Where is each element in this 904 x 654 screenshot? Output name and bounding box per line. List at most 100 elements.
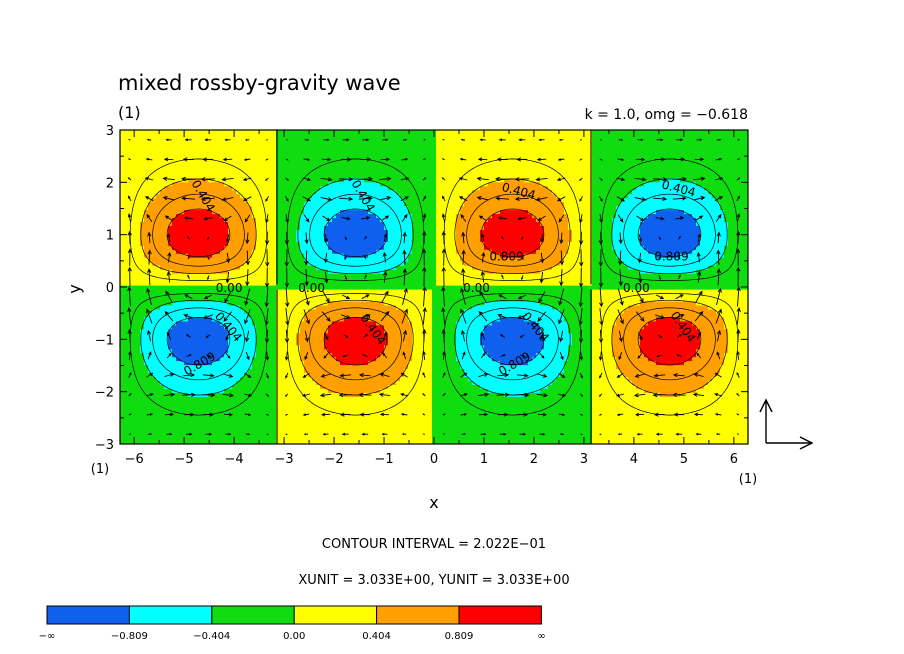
contour-cell	[648, 364, 653, 370]
contour-cell	[148, 332, 153, 338]
contour-cell	[120, 352, 125, 358]
contour-cell	[356, 380, 361, 385]
contour-cell	[280, 332, 285, 338]
contour-cell	[172, 384, 177, 389]
contour-cell	[680, 436, 685, 441]
contour-cell	[448, 340, 453, 346]
contour-cell	[516, 380, 521, 385]
contour-cell	[732, 324, 737, 330]
contour-cell	[520, 328, 525, 334]
contour-cell	[596, 440, 601, 444]
contour-cell	[492, 332, 497, 338]
contour-cell	[308, 372, 313, 378]
contour-cell	[332, 344, 337, 350]
contour-cell	[152, 392, 157, 397]
contour-cell	[668, 368, 673, 374]
contour-cell	[404, 404, 409, 409]
contour-cell	[184, 364, 189, 370]
contour-cell	[452, 364, 457, 370]
contour-cell	[280, 340, 285, 346]
contour-cell	[436, 396, 441, 401]
contour-cell	[688, 324, 693, 330]
contour-cell	[604, 400, 609, 405]
contour-cell	[252, 428, 257, 433]
contour-cell	[248, 408, 253, 413]
contour-cell	[704, 380, 709, 385]
contour-cell	[456, 408, 461, 413]
contour-cell	[636, 436, 641, 441]
contour-cell	[352, 316, 357, 322]
contour-cell	[716, 332, 721, 338]
contour-cell	[468, 316, 473, 322]
contour-cell	[220, 436, 225, 441]
contour-cell	[396, 380, 401, 385]
contour-cell	[336, 392, 341, 397]
contour-cell	[376, 344, 381, 350]
contour-cell	[568, 388, 573, 393]
contour-cell	[292, 320, 297, 326]
contour-cell	[496, 368, 501, 374]
contour-cell	[516, 336, 521, 342]
contour-cell	[296, 376, 301, 381]
contour-cell	[552, 420, 557, 425]
contour-cell	[164, 436, 169, 441]
contour-cell	[132, 336, 137, 342]
contour-cell	[324, 424, 329, 429]
contour-cell	[568, 440, 573, 444]
contour-cell	[420, 384, 425, 389]
contour-cell	[736, 400, 741, 405]
contour-cell	[704, 364, 709, 370]
contour-cell	[672, 404, 677, 409]
contour-cell	[208, 404, 213, 409]
contour-cell	[128, 376, 133, 381]
contour-cell	[160, 420, 165, 425]
contour-cell	[156, 408, 161, 413]
contour-cell	[400, 328, 405, 334]
contour-cell	[316, 396, 321, 401]
contour-cell	[644, 368, 649, 374]
contour-cell	[428, 364, 433, 370]
contour-cell	[380, 328, 385, 334]
contour-cell	[656, 352, 661, 358]
contour-cell	[416, 324, 421, 330]
contour-cell	[204, 424, 209, 429]
contour-cell	[300, 436, 305, 441]
contour-cell	[596, 380, 601, 385]
contour-cell	[356, 364, 361, 370]
contour-cell	[680, 372, 685, 378]
contour-cell	[260, 436, 265, 441]
contour-cell	[604, 332, 609, 338]
contour-cell	[400, 332, 405, 338]
contour-cell	[476, 328, 481, 334]
contour-cell	[500, 340, 505, 346]
contour-cell	[644, 336, 649, 342]
contour-cell	[356, 332, 361, 338]
contour-cell	[236, 376, 241, 381]
contour-cell	[636, 320, 641, 326]
contour-cell	[252, 392, 257, 397]
contour-cell	[476, 396, 481, 401]
contour-cell	[668, 348, 673, 354]
contour-cell	[744, 400, 748, 405]
contour-cell	[404, 340, 409, 346]
contour-cell	[668, 364, 673, 370]
contour-cell	[724, 360, 729, 366]
contour-cell	[276, 420, 281, 425]
contour-cell	[268, 336, 273, 342]
contour-cell	[708, 348, 713, 354]
contour-cell	[728, 344, 733, 350]
contour-cell	[472, 432, 477, 437]
contour-cell	[264, 376, 269, 381]
contour-cell	[364, 368, 369, 374]
contour-cell	[428, 336, 433, 342]
contour-cell	[384, 320, 389, 326]
contour-cell	[292, 380, 297, 385]
contour-cell	[128, 424, 133, 429]
contour-cell	[208, 440, 213, 444]
contour-cell	[436, 428, 441, 433]
contour-cell	[528, 428, 533, 433]
contour-cell	[744, 428, 748, 433]
contour-cell	[572, 436, 577, 441]
contour-cell	[660, 320, 665, 326]
contour-cell	[268, 436, 273, 441]
